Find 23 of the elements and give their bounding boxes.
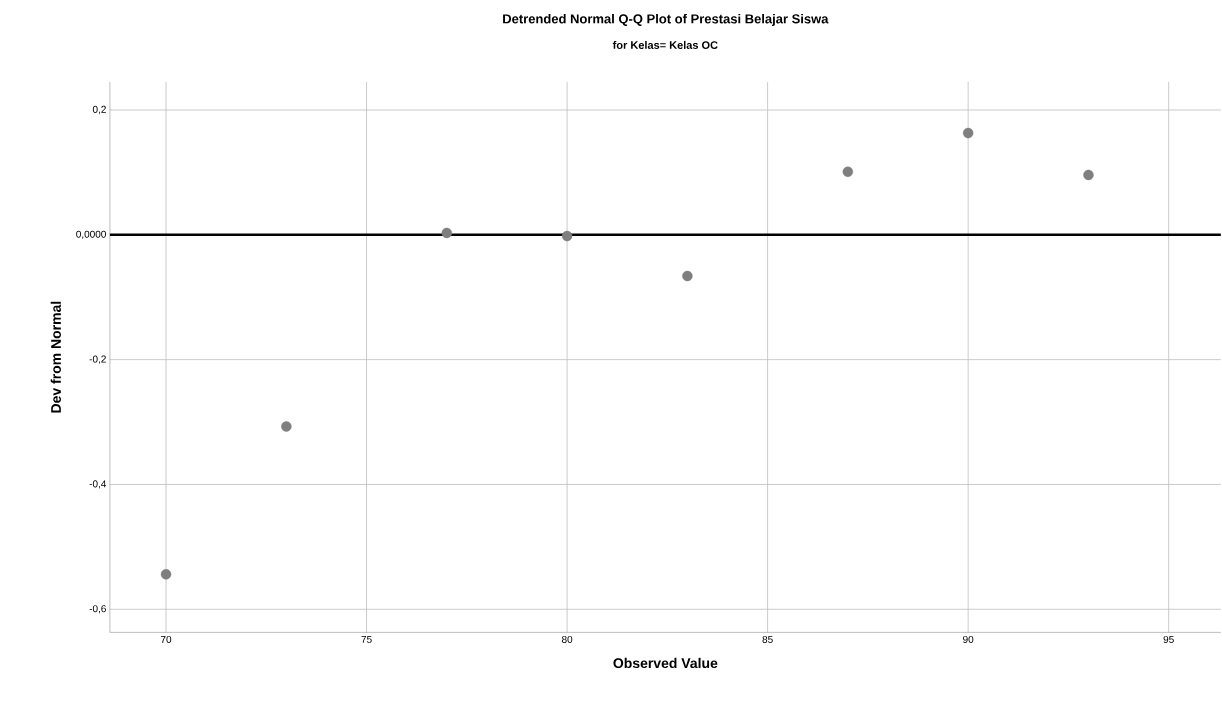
point xyxy=(682,270,693,282)
y-tick-label: -0,4 xyxy=(89,480,107,489)
x-axis-title: Observed Value xyxy=(613,657,718,668)
x-tick-label: 85 xyxy=(762,635,773,643)
x-tick-label: 75 xyxy=(361,635,372,643)
point xyxy=(1083,169,1094,180)
x-tick-label: 80 xyxy=(561,635,573,643)
point xyxy=(561,230,573,242)
x-tick-label: 95 xyxy=(1163,635,1174,643)
point xyxy=(962,127,974,139)
x-tick-label: 70 xyxy=(161,635,172,643)
point xyxy=(160,569,172,580)
y-tick-label: 0,2 xyxy=(92,105,106,114)
point xyxy=(842,166,854,177)
y-tick-label: -0,2 xyxy=(89,355,106,364)
y-tick-label: -0,6 xyxy=(89,605,106,614)
chart-subtitle: for Kelas= Kelas OC xyxy=(612,40,718,49)
x-tick-label: 90 xyxy=(963,635,974,643)
chart-title: Detrended Normal Q-Q Plot of Prestasi Belajar Siswa xyxy=(503,13,829,26)
point xyxy=(281,421,292,432)
y-tick-label: 0,0000 xyxy=(76,230,106,239)
y-axis-title: Dev from Normal xyxy=(50,301,61,413)
point xyxy=(441,227,452,238)
